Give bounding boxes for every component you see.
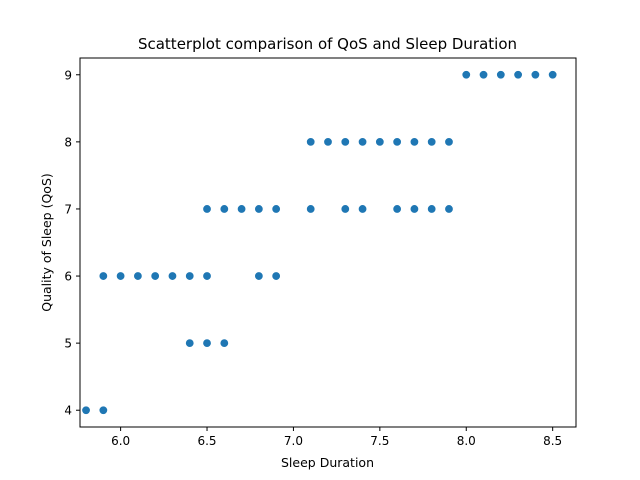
data-point — [392, 137, 402, 147]
data-point — [115, 271, 126, 281]
data-point — [306, 204, 316, 214]
data-point — [392, 204, 402, 214]
x-axis-label: Sleep Duration — [281, 455, 374, 470]
y-tick-label: 4 — [64, 404, 72, 418]
data-point — [426, 137, 437, 147]
x-tick-label: 7.5 — [370, 434, 389, 448]
data-point — [202, 338, 212, 348]
x-tick-label: 6.0 — [111, 434, 130, 448]
data-point — [478, 70, 489, 80]
data-point — [185, 271, 195, 281]
plot-frame — [79, 57, 577, 428]
data-point — [271, 204, 281, 214]
y-tick-label: 5 — [64, 337, 72, 351]
x-tick-label: 8.0 — [457, 434, 476, 448]
x-tick-label: 6.5 — [197, 434, 216, 448]
data-point — [254, 271, 264, 281]
data-point — [323, 137, 333, 147]
data-point — [409, 137, 420, 147]
data-point — [306, 137, 316, 147]
data-point — [98, 405, 109, 415]
data-point — [375, 137, 385, 147]
data-point — [340, 137, 350, 147]
data-point — [271, 271, 281, 281]
data-point — [530, 70, 541, 80]
data-point — [357, 137, 368, 147]
data-point — [444, 137, 454, 147]
data-point — [202, 271, 212, 281]
data-point — [340, 204, 350, 214]
y-axis-label: Quality of Sleep (QoS) — [39, 173, 54, 312]
data-point — [167, 271, 178, 281]
data-point — [236, 204, 247, 214]
data-point — [496, 70, 506, 80]
chart-title: Scatterplot comparison of QoS and Sleep … — [138, 35, 517, 53]
data-point — [133, 271, 143, 281]
data-point — [357, 204, 368, 214]
data-point — [444, 204, 454, 214]
x-tick-label: 8.5 — [543, 434, 562, 448]
data-point — [513, 70, 523, 80]
data-point — [81, 405, 91, 415]
x-tick-label: 7.0 — [284, 434, 303, 448]
data-point — [461, 70, 471, 80]
y-tick-label: 9 — [64, 68, 72, 82]
y-tick-label: 8 — [64, 135, 72, 149]
data-point — [547, 70, 558, 80]
points-layer — [81, 70, 558, 415]
data-point — [409, 204, 420, 214]
data-point — [219, 338, 230, 348]
y-tick-label: 6 — [64, 270, 72, 284]
data-point — [219, 204, 230, 214]
data-point — [185, 338, 195, 348]
data-point — [202, 204, 212, 214]
data-point — [150, 271, 160, 281]
data-point — [254, 204, 264, 214]
y-tick-label: 7 — [64, 202, 72, 216]
data-point — [426, 204, 437, 214]
ticks-layer: 6.0 6.5 7.0 7.5 8.0 8.5 4 5 6 7 8 9 — [64, 68, 562, 448]
data-point — [98, 271, 109, 281]
